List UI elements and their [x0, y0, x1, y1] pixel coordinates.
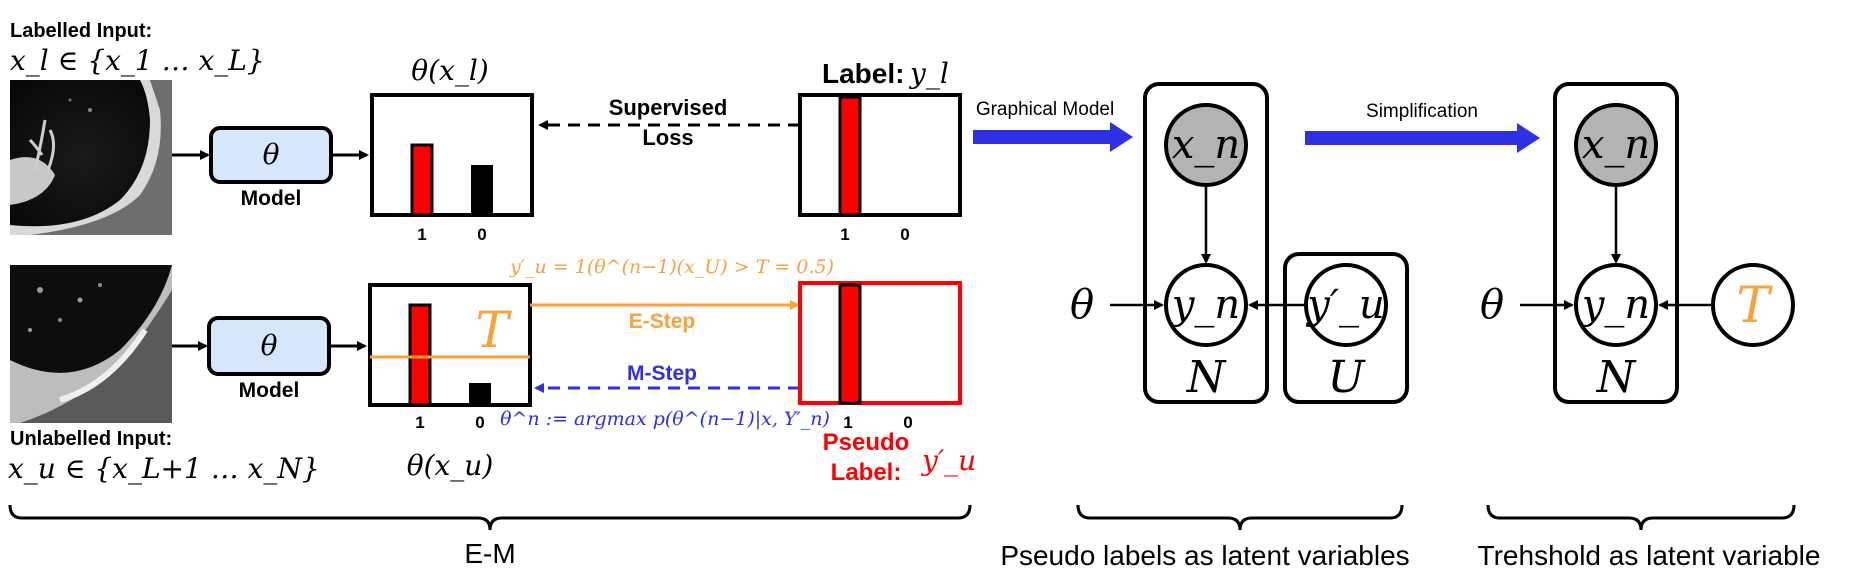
- threshold-symbol: T: [475, 301, 512, 359]
- unlabelled-input-title: Unlabelled Input:: [10, 428, 172, 450]
- model-theta-labelled: θ: [263, 138, 280, 171]
- simplification-arrow-label: Simplification: [1366, 101, 1478, 122]
- supervised-loss-line1: Supervised: [609, 95, 728, 120]
- m-step-label: M-Step: [627, 362, 697, 385]
- e-step-formula: y′_u = 1(θ^(n−1)(x_U) > T = 0.5): [509, 256, 834, 278]
- true-label-symbol: y_l: [908, 57, 949, 90]
- pseudo-label-tick-1: 1: [843, 413, 852, 432]
- plate-N-1-label: N: [1186, 352, 1227, 403]
- graphical-model-arrow-label: Graphical Model: [976, 99, 1114, 120]
- pseudo-label-bar-1: [838, 283, 862, 405]
- unlabelled-output-bar-1: [408, 303, 432, 407]
- node-y-1-label: y_n: [1170, 282, 1240, 328]
- caption-threshold: Trehshold as latent variable: [1478, 540, 1821, 571]
- node-x-2-label: x_n: [1582, 122, 1650, 168]
- unlabelled-output-title: θ(x_u): [407, 449, 494, 482]
- plate-N-1: [1143, 82, 1269, 404]
- labelled-output-bar-0: [471, 165, 493, 215]
- model-theta-unlabelled: θ: [261, 329, 278, 362]
- caption-em: E-M: [464, 538, 515, 569]
- true-label-tick-1: 1: [840, 225, 849, 244]
- node-y-2-label: y_n: [1580, 282, 1650, 328]
- labelled-output-tick-1: 1: [417, 225, 426, 244]
- ct-scan-unlabelled-image: [10, 265, 172, 423]
- true-label-title: Label:: [822, 58, 904, 89]
- pseudo-label-line1: Pseudo: [823, 429, 910, 456]
- labelled-output-title: θ(x_l): [411, 54, 488, 87]
- model-label-unlabelled: Model: [239, 379, 300, 402]
- unlabelled-output-tick-0: 0: [475, 413, 484, 432]
- plate-U: [1283, 252, 1409, 404]
- caption-pseudo: Pseudo labels as latent variables: [1000, 540, 1409, 571]
- threshold-brace: [1486, 504, 1796, 531]
- e-step-label: E-Step: [629, 310, 696, 333]
- true-label-tick-0: 0: [900, 225, 909, 244]
- em-brace: [8, 504, 972, 531]
- node-x-1-label: x_n: [1172, 122, 1240, 168]
- labelled-output-tick-0: 0: [477, 225, 486, 244]
- true-label-box: [798, 93, 962, 217]
- node-y-1: [1164, 263, 1248, 347]
- unlabelled-output-bar-0: [469, 383, 491, 405]
- labelled-output-box: [370, 93, 534, 217]
- labelled-input-title: Labelled Input:: [10, 20, 152, 42]
- pseudo-label-tick-0: 0: [903, 413, 912, 432]
- ct-scan-labelled-image: [10, 80, 172, 235]
- labelled-input-set: x_l ∈ {x_1 … x_L}: [10, 44, 265, 77]
- pseudo-label-line2: Label:: [831, 459, 902, 486]
- plate-N-2: [1553, 82, 1679, 404]
- node-u-label: y′_u: [1305, 282, 1384, 328]
- pseudo-label-symbol: y′_u: [920, 444, 976, 477]
- theta-2: θ: [1480, 282, 1504, 328]
- true-label-bar-1: [838, 95, 862, 217]
- unlabelled-output-box: [368, 283, 532, 407]
- pseudo-label-box: [798, 281, 962, 405]
- unlabelled-input-set: x_u ∈ {x_L+1 … x_N}: [8, 452, 320, 485]
- supervised-loss-line2: Loss: [642, 125, 693, 150]
- plate-U-label: U: [1327, 352, 1366, 403]
- node-T-label: T: [1736, 276, 1773, 334]
- graphical-model-arrow: [973, 122, 1133, 152]
- unlabelled-output-tick-1: 1: [415, 413, 424, 432]
- m-step-formula: θ^n := argmax p(θ^(n−1)|x, Y′_n): [500, 408, 830, 430]
- plate-N-2-label: N: [1596, 352, 1637, 403]
- simplification-arrow: [1305, 123, 1540, 153]
- pseudo-brace: [1076, 504, 1404, 531]
- labelled-output-bar-1: [410, 143, 434, 217]
- node-y-2: [1574, 263, 1658, 347]
- theta-1: θ: [1070, 282, 1094, 328]
- model-label-labelled: Model: [241, 187, 302, 210]
